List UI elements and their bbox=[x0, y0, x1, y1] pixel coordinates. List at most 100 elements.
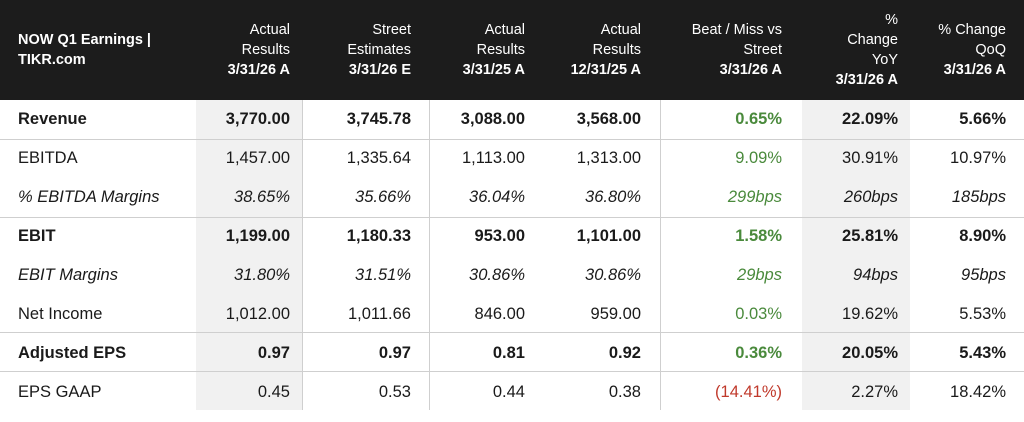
row-value: 18.42% bbox=[950, 383, 1006, 401]
row-value: 29bps bbox=[737, 266, 782, 284]
row-value: 3,745.78 bbox=[346, 110, 411, 128]
row-value: 22.09% bbox=[842, 110, 898, 128]
row-value: 0.92 bbox=[608, 344, 641, 362]
row-value: 8.90% bbox=[959, 227, 1006, 245]
row-value: 0.45 bbox=[257, 383, 290, 401]
row-value: 0.97 bbox=[257, 344, 290, 362]
row-value: 0.97 bbox=[378, 344, 411, 362]
table-row: Net Income 1,012.00 1,011.66 846.00 959.00 0.… bbox=[0, 295, 1024, 334]
row-value: 1,012.00 bbox=[225, 305, 290, 323]
row-value: 0.81 bbox=[492, 344, 525, 362]
row-value: 0.03% bbox=[735, 305, 782, 323]
row-value: 0.65% bbox=[735, 110, 782, 128]
row-label: Revenue bbox=[18, 110, 87, 128]
header-col-line: % Change bbox=[938, 22, 1006, 38]
row-value: 36.80% bbox=[585, 188, 641, 206]
row-value: 10.97% bbox=[950, 149, 1006, 167]
row-value: 36.04% bbox=[469, 188, 525, 206]
header-col-line: Street bbox=[372, 22, 411, 38]
table-row: EBIT Margins 31.80% 31.51% 30.86% 30.86% 29bp… bbox=[0, 256, 1024, 295]
row-divider bbox=[0, 371, 1024, 372]
header-col-prior-year: Actual Results 3/31/25 A bbox=[423, 0, 537, 100]
header-col-line: Estimates bbox=[347, 42, 411, 58]
row-value: 3,568.00 bbox=[576, 110, 641, 128]
row-value: 19.62% bbox=[842, 305, 898, 323]
row-value: 31.80% bbox=[234, 266, 290, 284]
table-row: Revenue 3,770.00 3,745.78 3,088.00 3,568.00 0… bbox=[0, 100, 1024, 139]
table-row: EPS GAAP 0.45 0.53 0.44 0.38 (14.41%) 2.27% 18.… bbox=[0, 373, 1024, 412]
header-col-yoy: % Change YoY 3/31/26 A bbox=[802, 0, 910, 100]
header-col-line: Actual bbox=[249, 22, 290, 38]
row-value: 30.86% bbox=[469, 266, 525, 284]
row-value: 30.86% bbox=[585, 266, 641, 284]
col-divider bbox=[302, 100, 303, 410]
row-value: 5.43% bbox=[959, 344, 1006, 362]
row-value: 185bps bbox=[951, 188, 1006, 206]
row-value: 35.66% bbox=[355, 188, 411, 206]
row-label: EBIT Margins bbox=[18, 266, 118, 284]
header-col-date: 3/31/26 A bbox=[227, 62, 290, 78]
header-col-beat-miss: Beat / Miss vs Street 3/31/26 A bbox=[653, 0, 794, 100]
row-value: 95bps bbox=[961, 266, 1006, 284]
table-row: EBIT 1,199.00 1,180.33 953.00 1,101.00 1.58% 2… bbox=[0, 217, 1024, 256]
row-value: 0.44 bbox=[492, 383, 525, 401]
header-col-date: 3/31/26 A bbox=[943, 62, 1006, 78]
row-value: 1.58% bbox=[735, 227, 782, 245]
row-value: 260bps bbox=[843, 188, 898, 206]
row-label: Net Income bbox=[18, 305, 103, 323]
row-label: % EBITDA Margins bbox=[18, 188, 160, 206]
row-divider bbox=[0, 139, 1024, 140]
row-value: 94bps bbox=[853, 266, 898, 284]
header-col-line: Change bbox=[847, 32, 898, 48]
row-value: 1,335.64 bbox=[346, 149, 411, 167]
row-value: 959.00 bbox=[590, 305, 641, 323]
row-value: 1,011.66 bbox=[347, 305, 411, 323]
row-value: 299bps bbox=[727, 188, 782, 206]
row-label: EPS GAAP bbox=[18, 383, 102, 401]
row-value: 20.05% bbox=[842, 344, 898, 362]
header-col-line: Actual bbox=[484, 22, 525, 38]
header-title-line1: NOW Q1 Earnings | bbox=[18, 32, 151, 48]
header-col-date: 3/31/26 E bbox=[348, 62, 411, 78]
header-title-line2: TIKR.com bbox=[18, 52, 86, 68]
header-col-line: Results bbox=[241, 42, 290, 58]
header-col-date: 3/31/26 A bbox=[835, 72, 898, 88]
header-col-line: Actual bbox=[600, 22, 641, 38]
col-divider bbox=[660, 100, 661, 410]
row-value: 5.53% bbox=[959, 305, 1006, 323]
row-value: 25.81% bbox=[842, 227, 898, 245]
row-value: 1,101.00 bbox=[576, 227, 641, 245]
row-divider bbox=[0, 217, 1024, 218]
row-label: EBITDA bbox=[18, 149, 78, 167]
table-row: Adjusted EPS 0.97 0.97 0.81 0.92 0.36% 20.05% 5… bbox=[0, 334, 1024, 373]
row-value: (14.41%) bbox=[715, 383, 782, 401]
header-col-line: Results bbox=[476, 42, 525, 58]
header-col-prior-quarter: Actual Results 12/31/25 A bbox=[537, 0, 653, 100]
row-value: 2.27% bbox=[851, 383, 898, 401]
row-value: 3,770.00 bbox=[225, 110, 290, 128]
table-header: NOW Q1 Earnings | TIKR.com Actual Result… bbox=[0, 0, 1024, 100]
row-value: 38.65% bbox=[234, 188, 290, 206]
table-row: % EBITDA Margins 38.65% 35.66% 36.04% 36.80%… bbox=[0, 178, 1024, 217]
header-col-date: 12/31/25 A bbox=[570, 62, 641, 78]
row-value: 953.00 bbox=[474, 227, 525, 245]
row-label: EBIT bbox=[18, 227, 56, 245]
header-col-line: QoQ bbox=[975, 42, 1006, 58]
row-value: 1,113.00 bbox=[461, 149, 525, 167]
header-col-date: 3/31/25 A bbox=[462, 62, 525, 78]
row-value: 1,180.33 bbox=[346, 227, 411, 245]
row-divider bbox=[0, 332, 1024, 333]
row-value: 5.66% bbox=[959, 110, 1006, 128]
header-col-qoq: % Change QoQ 3/31/26 A bbox=[910, 0, 1018, 100]
header-col-line: Street bbox=[743, 42, 782, 58]
row-value: 9.09% bbox=[735, 149, 782, 167]
header-col-line: % bbox=[885, 12, 898, 28]
row-value: 30.91% bbox=[842, 149, 898, 167]
header-col-line: Beat / Miss vs bbox=[691, 22, 782, 38]
row-value: 0.53 bbox=[378, 383, 411, 401]
header-col-line: YoY bbox=[871, 52, 898, 68]
row-value: 846.00 bbox=[474, 305, 525, 323]
row-value: 0.36% bbox=[735, 344, 782, 362]
row-label: Adjusted EPS bbox=[18, 344, 127, 362]
